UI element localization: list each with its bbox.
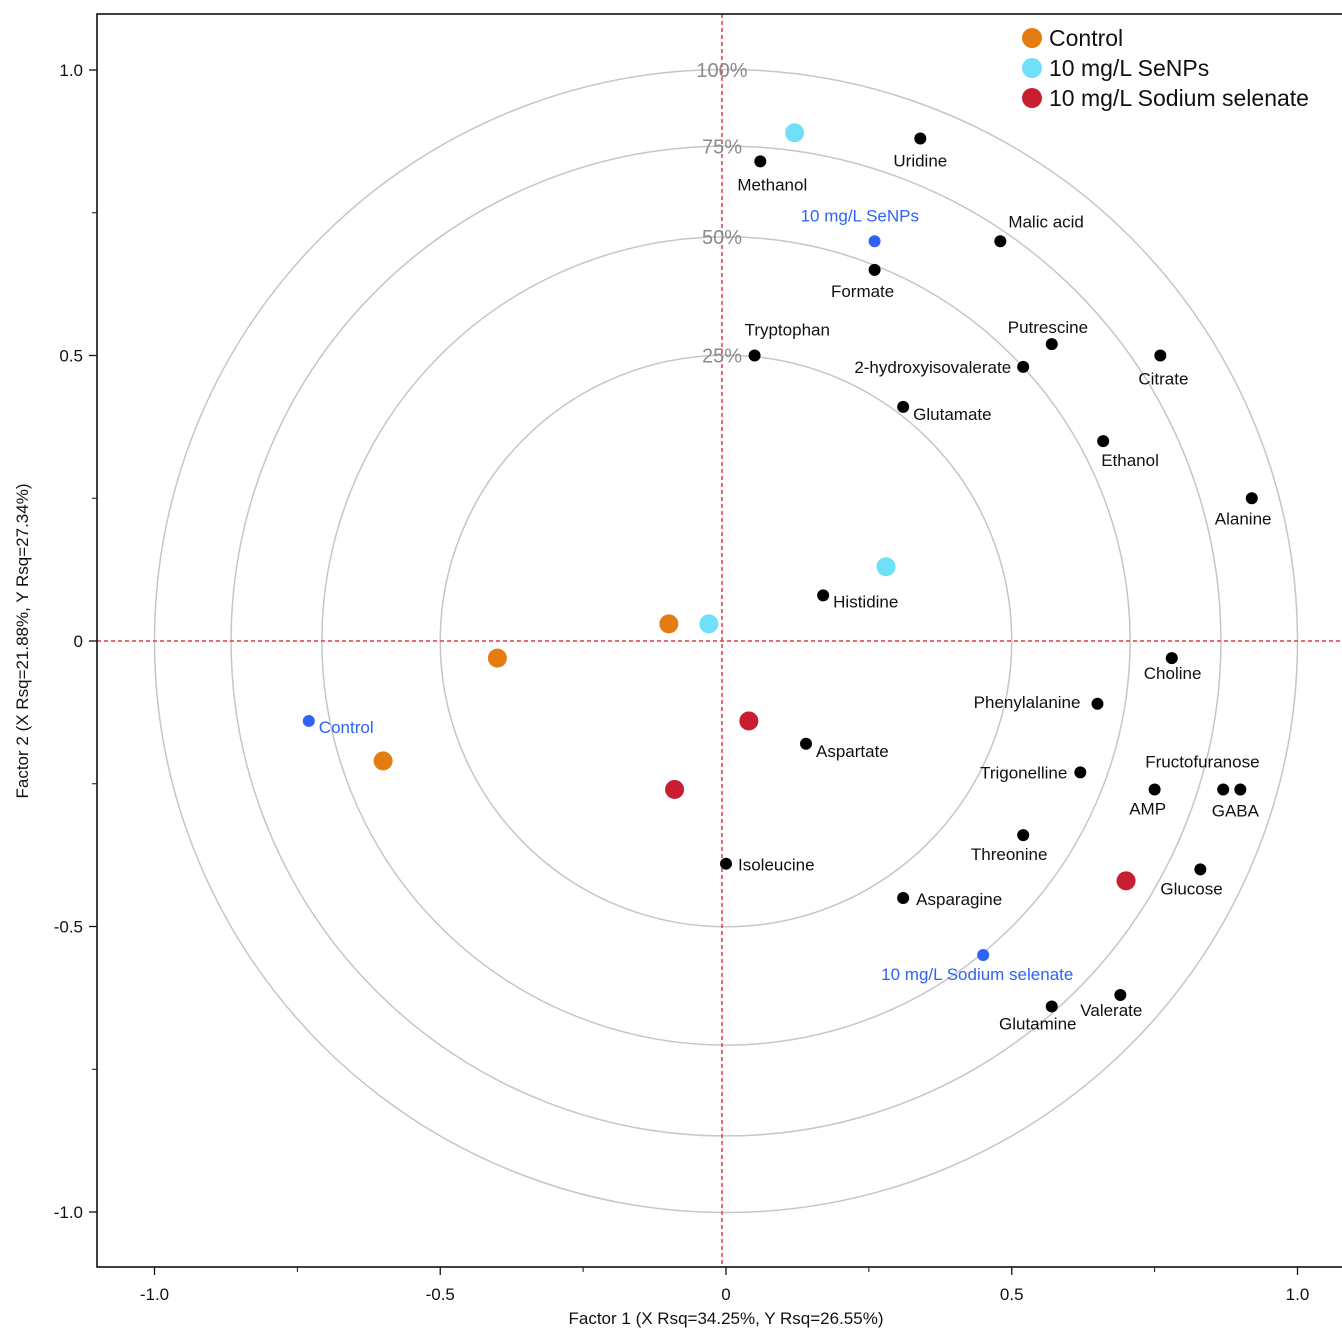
reference-circle-label-75: 75%	[702, 137, 742, 159]
group-centroid-label-control: Control	[319, 718, 374, 737]
loading-label-valerate: Valerate	[1080, 1001, 1142, 1020]
loading-label-phenylalanine: Phenylalanine	[974, 693, 1081, 712]
legend-swatch-10-mg-l-senps	[1022, 58, 1042, 78]
loading-point-glutamine	[1045, 1000, 1058, 1013]
loading-point-methanol	[754, 155, 767, 168]
group-centroid-label-10-mg-l-sodium-selenate: 10 mg/L Sodium selenate	[881, 965, 1073, 984]
x-tick-label-0: 0	[721, 1285, 730, 1304]
legend-swatch-control	[1022, 28, 1042, 48]
score-points	[373, 123, 1136, 891]
loading-point-isoleucine	[720, 857, 732, 870]
x-tick-label-0-5: 0.5	[1000, 1285, 1024, 1304]
score-point-10-mg-l-sodium-selenate-2	[665, 779, 685, 799]
y-tick-label-0-5: -0.5	[54, 918, 83, 937]
loading-label-trigonelline: Trigonelline	[980, 763, 1067, 782]
loading-point-histidine	[817, 589, 830, 602]
loading-label-threonine: Threonine	[971, 845, 1048, 864]
zero-lines	[97, 14, 1342, 1267]
reference-circle-label-25: 25%	[702, 346, 742, 368]
loading-label-methanol: Methanol	[737, 175, 807, 194]
score-point-control-3	[373, 751, 393, 771]
loading-point-ethanol	[1097, 435, 1110, 448]
loading-label-glutamate: Glutamate	[913, 405, 991, 424]
loading-label-citrate: Citrate	[1138, 370, 1188, 389]
loading-point-glutamate	[897, 400, 910, 413]
y-tick-label-1-0: -1.0	[54, 1203, 83, 1222]
y-axis-title: Factor 2 (X Rsq=21.88%, Y Rsq=27.34%)	[13, 484, 32, 799]
loading-points: Uridine Methanol Malic acid Formate Tryptoph…	[720, 132, 1272, 1033]
loading-label-choline: Choline	[1144, 664, 1202, 683]
loading-point-citrate	[1154, 349, 1167, 362]
loading-point-2-hydroxyisovalerate	[1017, 360, 1030, 373]
loading-point-glucose	[1194, 863, 1207, 876]
reference-circle-label-100: 100%	[696, 60, 747, 82]
legend: Control 10 mg/L SeNPs 10 mg/L Sodium selen…	[1022, 25, 1309, 111]
legend-label-10-mg-l-sodium-selenate: 10 mg/L Sodium selenate	[1049, 85, 1309, 111]
loading-point-malic-acid	[994, 235, 1007, 248]
loading-point-uridine	[914, 132, 927, 145]
loading-point-fructofuranose	[1217, 783, 1230, 796]
group-centroid-10-mg-l-senps	[868, 235, 881, 248]
score-point-10-mg-l-sodium-selenate-3	[1116, 871, 1136, 891]
loading-label-putrescine: Putrescine	[1008, 318, 1088, 337]
score-point-10-mg-l-sodium-selenate-1	[739, 711, 759, 731]
loading-label-isoleucine: Isoleucine	[738, 856, 815, 875]
loading-point-threonine	[1017, 829, 1030, 842]
x-axis-title: Factor 1 (X Rsq=34.25%, Y Rsq=26.55%)	[569, 1309, 884, 1328]
loading-point-phenylalanine	[1091, 697, 1104, 710]
loading-label-malic-acid: Malic acid	[1008, 212, 1084, 231]
loading-point-putrescine	[1045, 338, 1058, 351]
loading-label-fructofuranose: Fructofuranose	[1145, 752, 1259, 771]
score-point-control-2	[487, 648, 507, 668]
loading-point-asparagine	[897, 891, 910, 904]
loading-label-histidine: Histidine	[833, 592, 898, 611]
axis-ticks: -1.0 -0.5 0 0.5 1.0 1.0 0.5 0 -0.5 -1.0	[54, 61, 1310, 1304]
y-tick-label-0-5: 0.5	[59, 347, 83, 366]
loading-label-formate: Formate	[831, 282, 894, 301]
score-point-10-mg-l-senps-1	[785, 123, 805, 143]
score-point-10-mg-l-senps-2	[876, 557, 896, 577]
legend-swatch-10-mg-l-sodium-selenate	[1022, 88, 1042, 108]
group-centroid-label-10-mg-l-senps: 10 mg/L SeNPs	[801, 206, 919, 225]
loading-point-alanine	[1245, 492, 1258, 505]
loading-point-tryptophan	[748, 349, 761, 362]
y-tick-label-1-0: 1.0	[59, 61, 83, 80]
x-tick-label-1-0: -1.0	[140, 1285, 169, 1304]
y-tick-label-0: 0	[74, 632, 83, 651]
group-centroid-control	[302, 714, 315, 727]
loading-label-tryptophan: Tryptophan	[745, 321, 830, 340]
x-tick-label-0-5: -0.5	[426, 1285, 455, 1304]
loading-label-gaba: GABA	[1212, 801, 1260, 820]
reference-circle-labels: 25% 50% 75% 100%	[696, 60, 747, 368]
loading-point-gaba	[1234, 783, 1247, 796]
loading-point-formate	[868, 263, 881, 276]
loading-label-glutamine: Glutamine	[999, 1014, 1076, 1033]
loading-point-amp	[1148, 783, 1161, 796]
loading-point-aspartate	[800, 737, 813, 750]
score-point-10-mg-l-senps-3	[699, 614, 719, 634]
loading-label-alanine: Alanine	[1215, 509, 1272, 528]
loading-label-ethanol: Ethanol	[1101, 451, 1159, 470]
legend-label-10-mg-l-senps: 10 mg/L SeNPs	[1049, 55, 1209, 81]
group-centroids: Control 10 mg/L SeNPs 10 mg/L Sodium selen…	[302, 206, 1073, 984]
loading-point-choline	[1165, 652, 1178, 665]
loading-label-glucose: Glucose	[1160, 879, 1222, 898]
reference-circle-label-50: 50%	[702, 227, 742, 249]
loading-label-2-hydroxyisovalerate: 2-hydroxyisovalerate	[854, 358, 1011, 377]
loading-label-asparagine: Asparagine	[916, 890, 1002, 909]
loading-point-valerate	[1114, 989, 1127, 1002]
legend-label-control: Control	[1049, 25, 1123, 51]
loading-label-aspartate: Aspartate	[816, 742, 889, 761]
loading-point-trigonelline	[1074, 766, 1087, 779]
x-tick-label-1-0: 1.0	[1286, 1285, 1310, 1304]
group-centroid-10-mg-l-sodium-selenate	[977, 949, 990, 962]
loading-label-uridine: Uridine	[893, 152, 947, 171]
loading-label-amp: AMP	[1129, 799, 1166, 818]
score-point-control-1	[659, 614, 679, 634]
